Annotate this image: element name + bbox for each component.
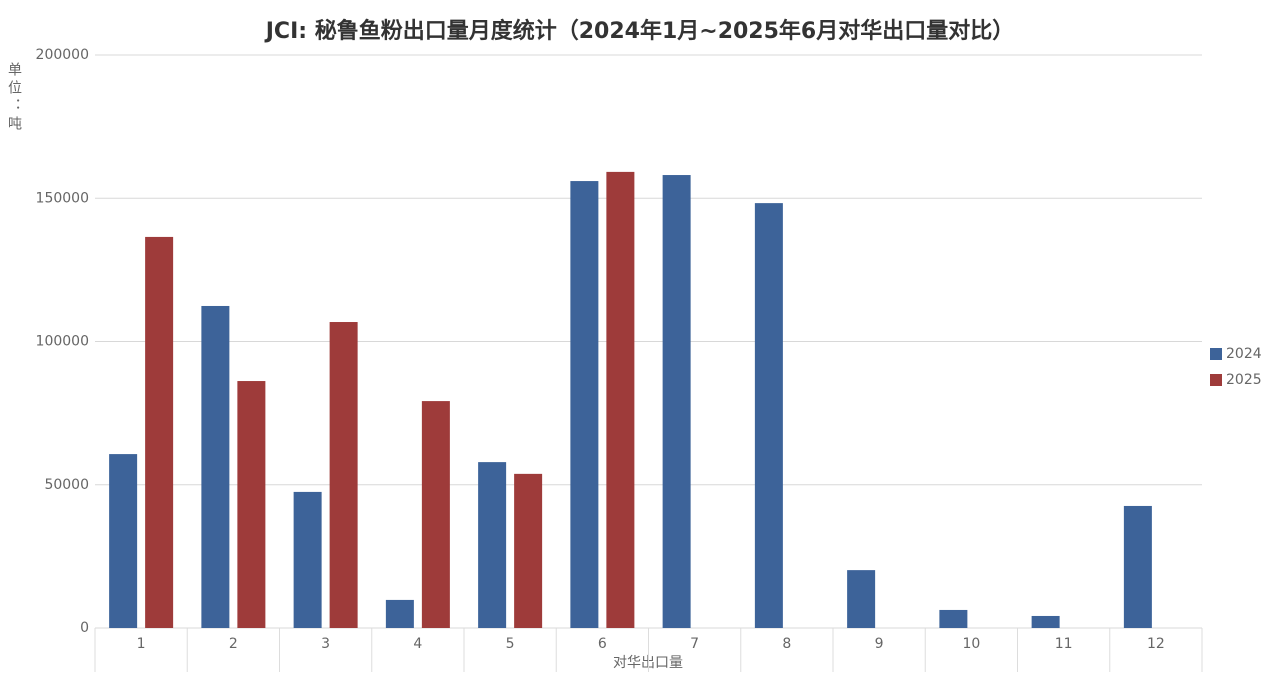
x-tick-label: 4 xyxy=(413,636,422,652)
bar xyxy=(421,401,450,628)
x-tick-label: 7 xyxy=(690,636,699,652)
legend-swatch xyxy=(1210,374,1222,386)
y-tick-label: 100000 xyxy=(36,334,89,350)
bar xyxy=(514,473,543,628)
bar xyxy=(237,381,266,628)
bar xyxy=(847,570,876,628)
bar xyxy=(570,181,599,628)
bar xyxy=(606,171,635,628)
x-tick-label: 8 xyxy=(782,636,791,652)
bar xyxy=(662,175,691,628)
bar xyxy=(478,462,507,628)
bar xyxy=(385,599,414,628)
bar xyxy=(1031,615,1060,628)
legend-label: 2024 xyxy=(1226,346,1262,362)
x-tick-label: 5 xyxy=(506,636,515,652)
x-tick-label: 9 xyxy=(875,636,884,652)
x-tick-label: 6 xyxy=(598,636,607,652)
bar xyxy=(293,491,322,628)
x-tick-label: 2 xyxy=(229,636,238,652)
bar xyxy=(145,236,174,629)
bar xyxy=(939,609,968,628)
y-tick-label: 150000 xyxy=(36,190,89,206)
y-tick-label: 0 xyxy=(80,620,89,636)
y-tick-label: 200000 xyxy=(36,47,89,63)
x-tick-label: 12 xyxy=(1147,636,1165,652)
x-tick-label: 10 xyxy=(962,636,980,652)
x-tick-label: 1 xyxy=(137,636,146,652)
x-tick-label: 3 xyxy=(321,636,330,652)
bar xyxy=(201,305,230,628)
y-axis-label: 单位：吨 xyxy=(6,62,22,134)
bar xyxy=(1123,505,1152,628)
chart-title: JCI: 秘鲁鱼粉出口量月度统计（2024年1月~2025年6月对华出口量对比） xyxy=(264,18,1015,44)
bar xyxy=(329,322,358,628)
bar xyxy=(109,454,138,628)
x-tick-label: 11 xyxy=(1055,636,1073,652)
legend-label: 2025 xyxy=(1226,372,1262,388)
bar xyxy=(754,203,783,629)
y-tick-label: 50000 xyxy=(44,477,89,493)
legend-swatch xyxy=(1210,348,1222,360)
